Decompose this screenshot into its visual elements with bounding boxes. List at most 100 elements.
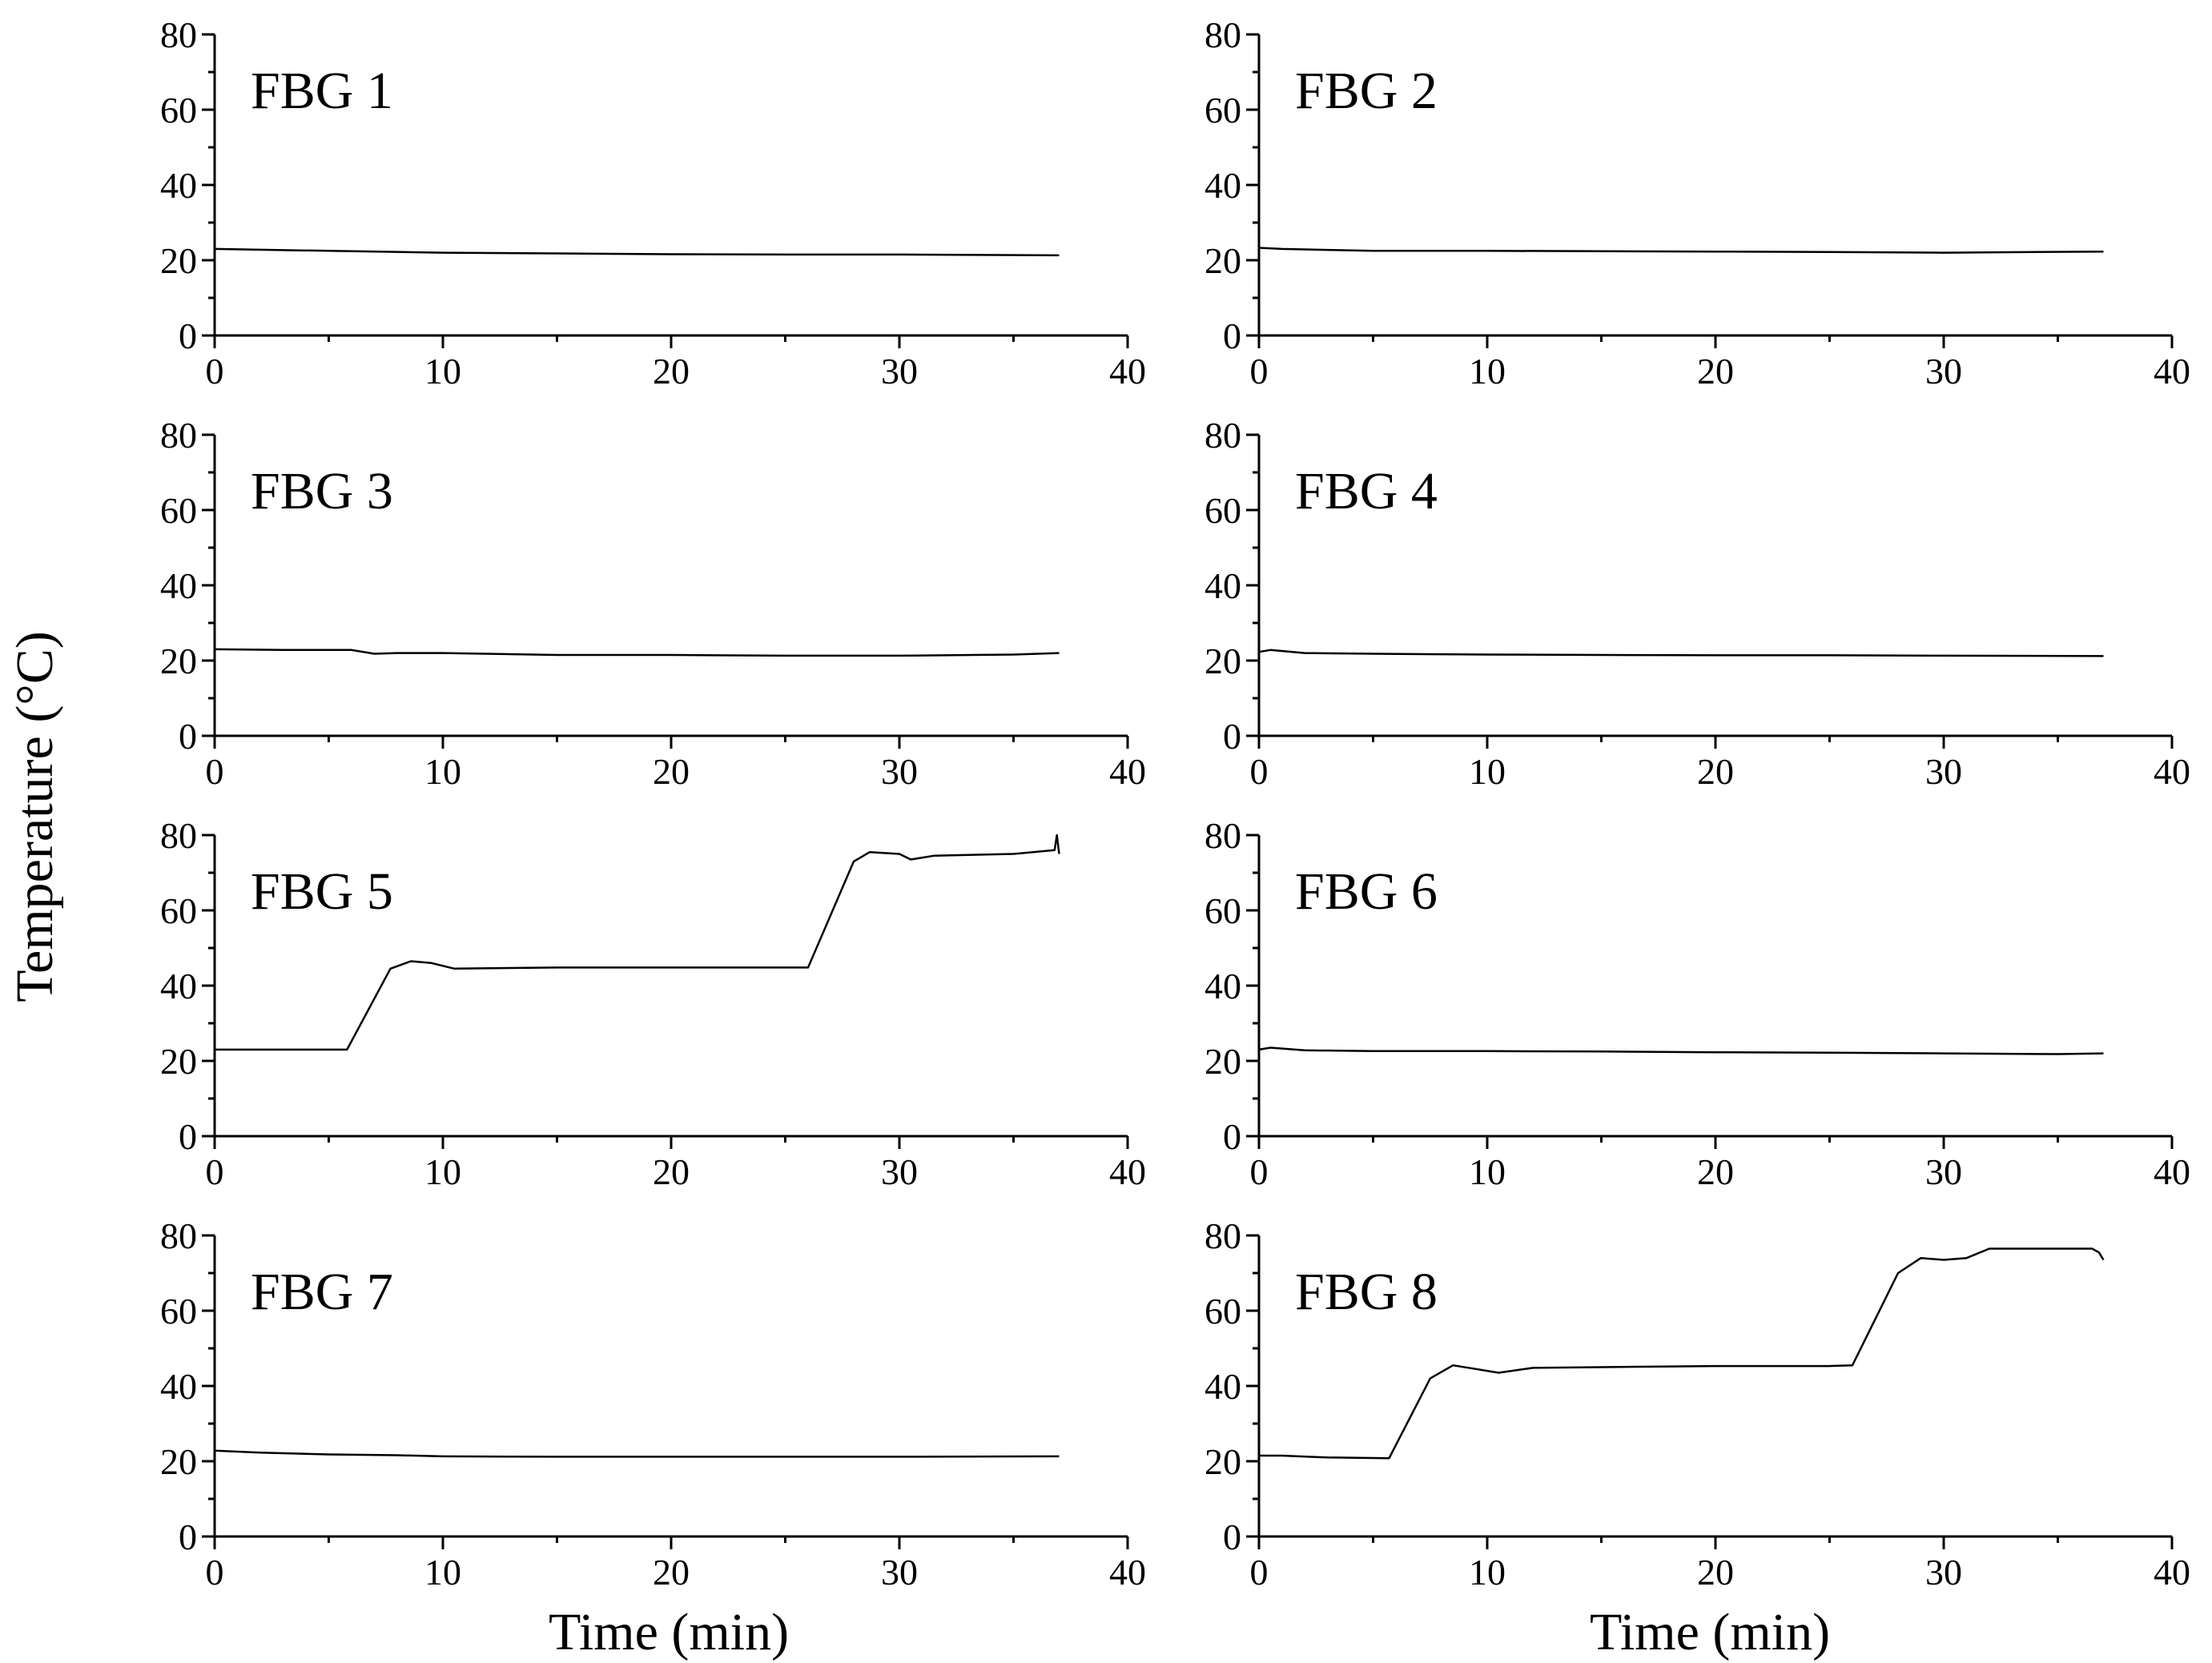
panel-fbg-8: 0 20 40 60 80 0 10 20 30 40 FBG 8 (1205, 1215, 2190, 1593)
y-tick-label: 60 (160, 90, 197, 131)
y-axis-title: Temperature (°C) (6, 631, 64, 1002)
series-line-fbg-2 (1258, 247, 2104, 254)
y-tick-label: 40 (160, 165, 197, 206)
x-tick-label: 20 (653, 1151, 690, 1192)
x-tick-label: 30 (1925, 351, 1962, 392)
x-tick-label: 40 (1109, 1151, 1146, 1192)
x-tick-label: 10 (1469, 351, 1506, 392)
x-tick-label: 30 (881, 751, 918, 792)
panel-label-fbg-8: FBG 8 (1295, 1263, 1438, 1321)
x-tick-label: 20 (1697, 351, 1734, 392)
x-tick-label: 30 (881, 1151, 918, 1192)
x-tick-label: 0 (206, 751, 224, 792)
panel-label-fbg-1: FBG 1 (251, 62, 393, 120)
x-tick-label: 30 (1925, 751, 1962, 792)
y-tick-label: 60 (160, 890, 197, 931)
y-tick-label: 20 (1205, 240, 1241, 281)
panel-fbg-2: 0 20 40 60 80 0 10 20 30 40 FBG 2 (1205, 14, 2190, 392)
panel-label-fbg-7: FBG 7 (251, 1263, 393, 1321)
x-tick-label: 40 (2154, 1151, 2190, 1192)
x-tick-label: 0 (1250, 1552, 1269, 1593)
y-tick-label: 0 (179, 315, 197, 356)
y-tick-label: 80 (1205, 14, 1241, 55)
y-tick-label: 0 (1223, 1516, 1241, 1557)
y-tick-label: 20 (1205, 1041, 1241, 1082)
y-tick-label: 60 (1205, 890, 1241, 931)
x-tick-label: 0 (1250, 751, 1269, 792)
series-line-fbg-7 (214, 1449, 1060, 1458)
y-tick-label: 20 (160, 1041, 197, 1082)
y-tick-label: 40 (1205, 966, 1241, 1006)
y-tick-label: 40 (1205, 565, 1241, 606)
x-tick-label: 20 (1697, 1552, 1734, 1593)
panel-fbg-5: 0 20 40 60 80 0 10 20 30 40 FBG 5 (160, 815, 1146, 1192)
y-tick-label: 80 (1205, 815, 1241, 856)
x-tick-label: 20 (653, 751, 690, 792)
x-tick-label: 20 (653, 351, 690, 392)
y-tick-label: 40 (1205, 165, 1241, 206)
y-tick-label: 80 (160, 1215, 197, 1256)
x-tick-label: 0 (1250, 351, 1269, 392)
y-tick-label: 0 (179, 716, 197, 757)
x-tick-label: 40 (1109, 1552, 1146, 1593)
y-tick-label: 60 (160, 490, 197, 531)
panel-label-fbg-6: FBG 6 (1295, 862, 1438, 921)
x-tick-label: 20 (1697, 751, 1734, 792)
y-tick-label: 40 (160, 966, 197, 1006)
series-line-fbg-6 (1258, 1046, 2104, 1055)
series-line-fbg-8 (1259, 1247, 2105, 1460)
x-tick-label: 30 (881, 1552, 918, 1593)
y-tick-label: 80 (1205, 1215, 1241, 1256)
y-tick-label: 0 (1223, 716, 1241, 757)
y-tick-label: 20 (160, 1441, 197, 1482)
y-tick-label: 80 (160, 415, 197, 456)
y-tick-label: 0 (179, 1116, 197, 1157)
x-tick-label: 20 (1697, 1151, 1734, 1192)
x-tick-label: 20 (653, 1552, 690, 1593)
y-tick-label: 60 (160, 1291, 197, 1332)
x-tick-label: 30 (1925, 1151, 1962, 1192)
y-tick-label: 60 (1205, 490, 1241, 531)
panel-label-fbg-2: FBG 2 (1295, 62, 1438, 120)
x-axis-title-right: Time (min) (1590, 1603, 1830, 1661)
y-tick-label: 40 (160, 565, 197, 606)
x-axis-title-left: Time (min) (549, 1603, 789, 1661)
panel-fbg-1: 0 20 40 60 80 0 10 20 30 40 FBG 1 (160, 14, 1146, 392)
series-line-fbg-1 (214, 247, 1060, 257)
x-tick-label: 10 (1469, 1151, 1506, 1192)
y-tick-label: 0 (1223, 1116, 1241, 1157)
y-tick-label: 60 (1205, 1291, 1241, 1332)
x-tick-label: 10 (424, 1552, 461, 1593)
x-tick-label: 0 (1250, 1151, 1269, 1192)
x-tick-label: 40 (2154, 1552, 2190, 1593)
y-tick-label: 0 (1223, 315, 1241, 356)
series-line-fbg-4 (1258, 649, 2104, 657)
y-tick-label: 20 (1205, 1441, 1241, 1482)
x-tick-label: 10 (1469, 1552, 1506, 1593)
y-tick-label: 80 (1205, 415, 1241, 456)
x-tick-label: 10 (424, 351, 461, 392)
y-tick-label: 40 (160, 1366, 197, 1407)
series-line-fbg-5 (215, 834, 1060, 1051)
y-tick-label: 60 (1205, 90, 1241, 131)
panel-label-fbg-4: FBG 4 (1295, 462, 1438, 520)
x-tick-label: 40 (1109, 351, 1146, 392)
x-tick-label: 10 (424, 1151, 461, 1192)
x-tick-label: 0 (206, 351, 224, 392)
y-tick-label: 80 (160, 14, 197, 55)
x-tick-label: 40 (2154, 751, 2190, 792)
panel-fbg-3: 0 20 40 60 80 0 10 20 30 40 FBG 3 (160, 415, 1146, 792)
y-tick-label: 40 (1205, 1366, 1241, 1407)
panel-label-fbg-5: FBG 5 (251, 862, 393, 921)
x-tick-label: 10 (1469, 751, 1506, 792)
panel-fbg-4: 0 20 40 60 80 0 10 20 30 40 FBG 4 (1205, 415, 2190, 792)
x-tick-label: 0 (206, 1151, 224, 1192)
y-tick-label: 0 (179, 1516, 197, 1557)
x-tick-label: 40 (1109, 751, 1146, 792)
x-tick-label: 10 (424, 751, 461, 792)
panel-fbg-7: 0 20 40 60 80 0 10 20 30 40 FBG 7 (160, 1215, 1146, 1593)
panel-fbg-6: 0 20 40 60 80 0 10 20 30 40 FBG 6 (1205, 815, 2190, 1192)
series-line-fbg-3 (214, 648, 1060, 657)
x-tick-label: 0 (206, 1552, 224, 1593)
